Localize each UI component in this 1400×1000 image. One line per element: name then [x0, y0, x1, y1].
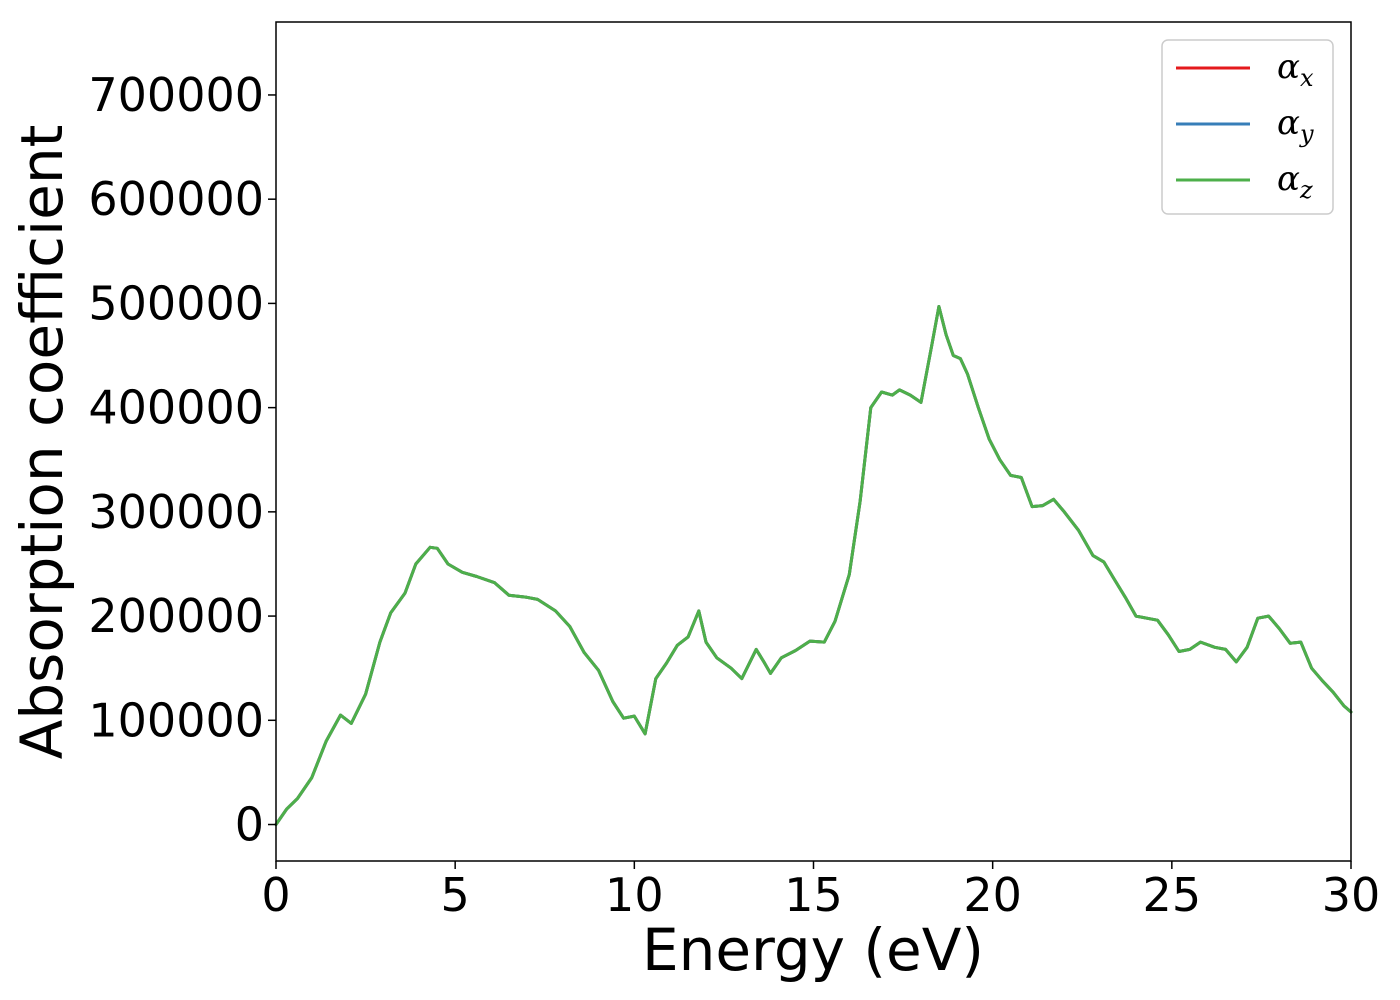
legend: αx αy αz — [1161, 39, 1334, 215]
y-tick-label: 100000 — [88, 693, 264, 747]
y-axis-ticks: 0 100000 200000 300000 400000 500000 600000 700… — [88, 68, 276, 852]
x-tick-label: 25 — [1143, 868, 1202, 922]
series-line-z — [274, 305, 1353, 826]
y-tick-label: 0 — [235, 798, 264, 852]
y-tick-label: 700000 — [88, 68, 264, 122]
x-tick-label: 10 — [605, 868, 664, 922]
x-tick-label: 20 — [963, 868, 1022, 922]
y-axis-label: Absorption coefficient — [8, 125, 76, 760]
legend-label-y: αy — [1277, 103, 1314, 148]
y-tick-label: 200000 — [88, 589, 264, 643]
x-tick-label: 30 — [1322, 868, 1381, 922]
x-tick-label: 15 — [784, 868, 843, 922]
y-tick-label: 300000 — [88, 485, 264, 539]
x-axis-label: Energy (eV) — [642, 916, 984, 984]
x-axis-ticks: 0 5 10 15 20 25 30 — [261, 861, 1380, 922]
y-tick-label: 500000 — [88, 276, 264, 330]
y-tick-label: 400000 — [88, 381, 264, 435]
y-tick-label: 600000 — [88, 172, 264, 226]
legend-box — [1161, 39, 1334, 215]
series-layer — [274, 305, 1353, 826]
x-tick-label: 0 — [261, 868, 290, 922]
legend-entries: αx αy αz — [1176, 47, 1314, 204]
legend-label-z: αz — [1277, 159, 1313, 204]
legend-label-x: αx — [1277, 47, 1314, 92]
x-tick-label: 5 — [441, 868, 470, 922]
